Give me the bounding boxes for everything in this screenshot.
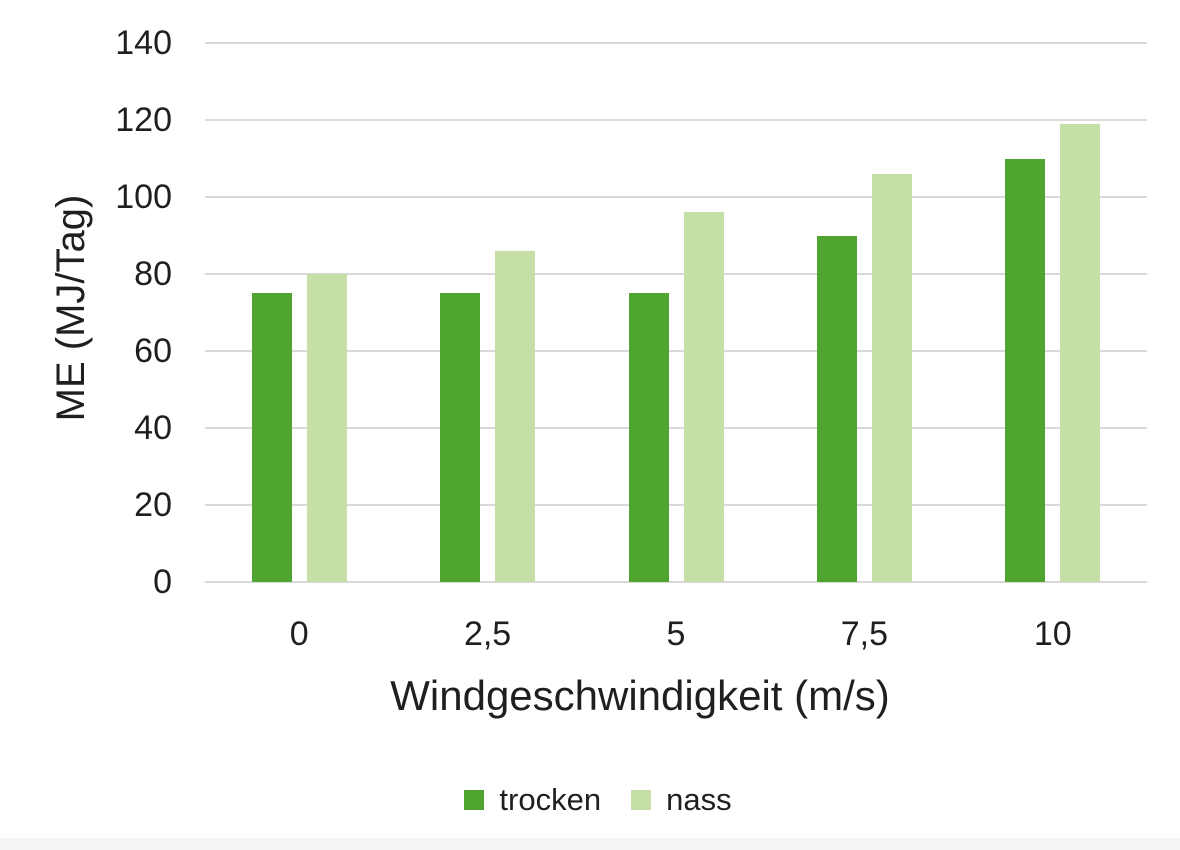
bar-trocken-10 bbox=[1005, 158, 1046, 582]
legend-swatch-nass bbox=[631, 790, 652, 810]
bar-trocken-7,5 bbox=[816, 235, 857, 582]
y-tick-label-40: 40 bbox=[134, 409, 172, 447]
legend-label-nass: nass bbox=[666, 782, 732, 817]
x-tick-label-10: 10 bbox=[1033, 615, 1072, 653]
gridline-60 bbox=[205, 350, 1147, 352]
y-tick-label-20: 20 bbox=[134, 486, 172, 524]
bar-trocken-2,5 bbox=[440, 293, 481, 582]
legend-swatch-trocken bbox=[464, 790, 485, 810]
y-tick-label-80: 80 bbox=[134, 255, 172, 293]
y-tick-label-140: 140 bbox=[115, 24, 172, 62]
bottom-strip bbox=[0, 838, 1180, 850]
gridline-120 bbox=[205, 119, 1147, 121]
y-tick-label-0: 0 bbox=[153, 563, 172, 601]
gridline-0 bbox=[205, 581, 1147, 583]
x-tick-label-5: 5 bbox=[666, 615, 686, 653]
plot-area bbox=[205, 42, 1147, 583]
bar-nass-5 bbox=[683, 212, 724, 582]
bar-trocken-0 bbox=[251, 293, 292, 582]
x-tick-label-7,5: 7,5 bbox=[840, 615, 889, 653]
legend-item-trocken: trocken bbox=[464, 782, 601, 818]
bar-nass-0 bbox=[306, 274, 347, 582]
y-tick-label-100: 100 bbox=[115, 178, 172, 216]
gridline-100 bbox=[205, 196, 1147, 198]
y-tick-label-120: 120 bbox=[115, 101, 172, 139]
legend-label-trocken: trocken bbox=[499, 782, 602, 817]
gridline-140 bbox=[205, 42, 1147, 44]
gridline-40 bbox=[205, 427, 1147, 429]
legend-item-nass: nass bbox=[631, 782, 732, 818]
x-tick-label-0: 0 bbox=[289, 615, 309, 653]
bar-nass-2,5 bbox=[495, 250, 536, 582]
x-axis-title: Windgeschwindigkeit (m/s) bbox=[390, 672, 890, 719]
gridline-20 bbox=[205, 504, 1147, 506]
legend: trocken nass bbox=[8, 778, 1180, 822]
gridline-80 bbox=[205, 273, 1147, 275]
bar-nass-7,5 bbox=[871, 173, 912, 582]
y-tick-label-60: 60 bbox=[134, 332, 172, 370]
bar-nass-10 bbox=[1060, 123, 1101, 582]
x-tick-label-2,5: 2,5 bbox=[463, 615, 512, 653]
bar-trocken-5 bbox=[628, 293, 669, 582]
